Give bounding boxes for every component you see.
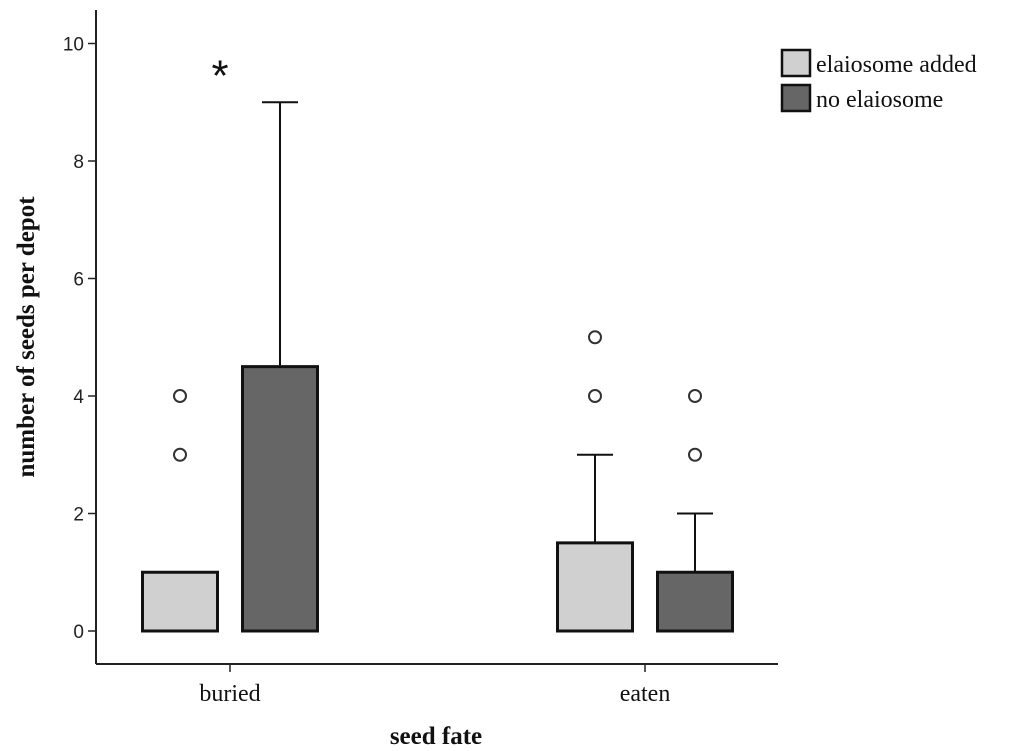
outlier-point (688, 389, 702, 403)
bar-buried-elaiosome-added (141, 570, 219, 633)
x-axis-title: seed fate (390, 723, 482, 750)
y-axis-title: number of seeds per depot (13, 196, 40, 478)
legend-swatch (780, 83, 812, 113)
y-tick-label: 0 (73, 622, 84, 643)
outlier-point (688, 447, 702, 462)
outlier-point (173, 447, 187, 462)
bar-buried-no-elaiosome (241, 365, 319, 633)
y-tick-label: 8 (73, 152, 84, 173)
y-tick-label: 10 (63, 35, 84, 56)
legend-label: no elaiosome (816, 87, 943, 113)
outlier-point (173, 389, 187, 403)
bar-eaten-no-elaiosome (656, 570, 734, 633)
legend-swatch (780, 48, 812, 78)
bars: * (141, 51, 734, 633)
y-tick-label: 4 (73, 387, 84, 408)
legend-label: elaiosome added (816, 52, 977, 78)
legend: elaiosome added no elaiosome (780, 48, 977, 113)
bar-eaten-elaiosome-added (556, 541, 634, 633)
y-tick-label: 2 (73, 505, 84, 526)
outlier-point (588, 330, 602, 345)
outlier-point (588, 389, 602, 403)
x-tick-label-eaten: eaten (620, 681, 671, 707)
axes: 0 2 4 6 8 10 buried eaten (63, 10, 778, 707)
significance-asterisk: * (211, 51, 228, 100)
y-tick-label: 6 (73, 270, 84, 291)
x-tick-label-buried: buried (199, 681, 260, 707)
